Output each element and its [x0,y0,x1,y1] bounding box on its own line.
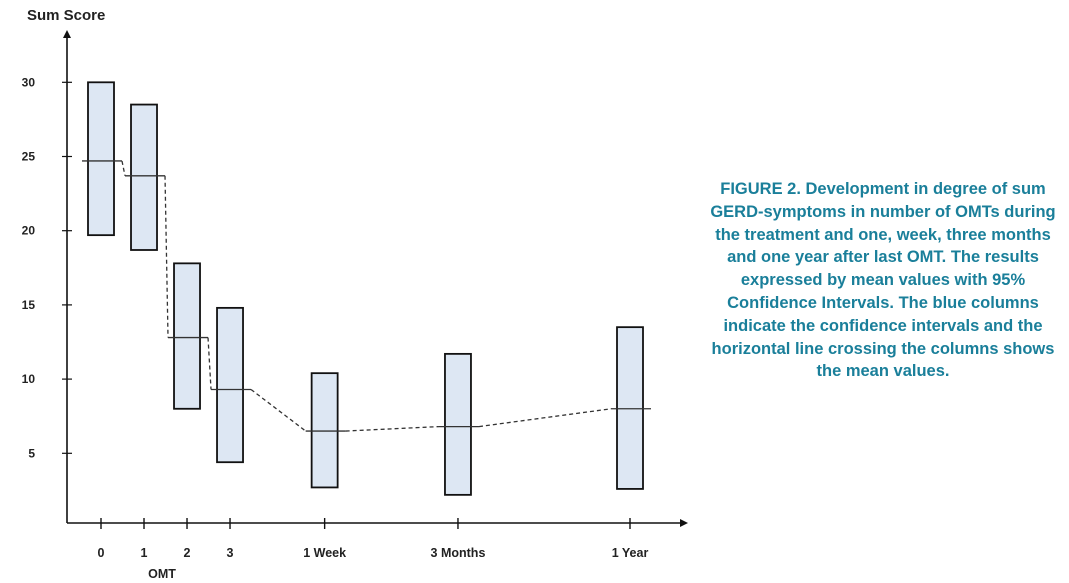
ci-box [444,352,472,496]
x-tick-label: 1 Week [303,546,346,560]
y-tick-label: 5 [28,446,35,460]
x-tick-label: 3 [227,546,234,560]
mean-connector [478,408,612,428]
x-ticks: 0 1 2 3 1 Week 3 Months 1 Year [98,518,649,560]
x-tick-label: 1 Year [612,546,649,560]
figure-caption: FIGURE 2. Development in degree of sum G… [710,180,1056,381]
y-tick-label: 25 [22,150,36,164]
y-tick-label: 30 [22,75,36,89]
mean-connector [345,425,439,432]
ci-box [130,103,158,251]
mean-lines [82,160,651,432]
mean-connector [250,388,307,432]
y-axis-title: Sum Score [27,7,105,24]
x-tick-label: 2 [184,546,191,560]
ci-box [173,262,201,410]
x-axis-title: OMT [148,567,176,581]
x-tick-label: 1 [141,546,148,560]
y-ticks: 5 10 15 20 25 30 [22,75,72,460]
axes [63,30,688,527]
y-tick-label: 20 [22,224,36,238]
mean-connector [121,160,126,176]
y-tick-label: 15 [22,298,36,312]
ci-box [216,306,244,464]
ci-box [310,372,339,489]
ci-box [87,81,115,237]
y-axis-arrow [63,30,71,38]
ci-box [616,326,644,490]
y-tick-label: 10 [22,372,36,386]
x-axis-arrow [680,519,688,527]
mean-connector [164,175,169,338]
mean-connector [207,337,212,390]
x-tick-label: 0 [98,546,105,560]
confidence-intervals [87,81,644,496]
x-tick-label: 3 Months [431,546,486,560]
